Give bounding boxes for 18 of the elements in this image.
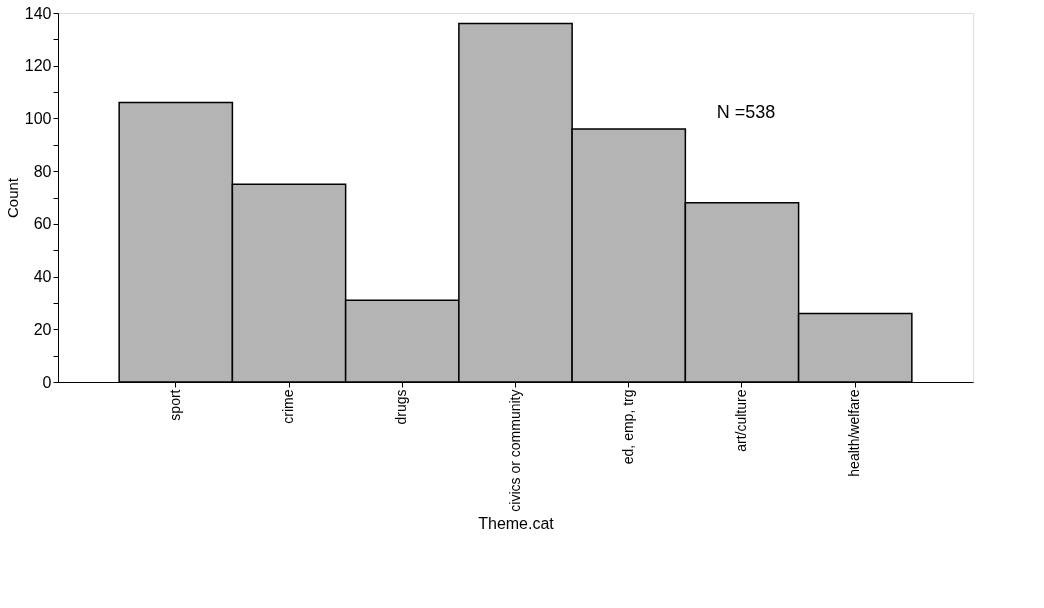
y-tick-label: 40 bbox=[33, 268, 52, 286]
x-axis-title: Theme.cat bbox=[478, 514, 555, 532]
y-tick-label: 80 bbox=[33, 162, 52, 180]
y-tick-label: 20 bbox=[33, 320, 52, 338]
annotation: N =538 bbox=[716, 101, 776, 122]
x-tick-label: sport bbox=[166, 389, 183, 421]
x-tick-label: health/welfare bbox=[846, 389, 863, 477]
x-tick-label: ed, emp, trg bbox=[619, 389, 636, 465]
y-tick-label: 100 bbox=[24, 109, 52, 127]
y-axis-title: Count bbox=[3, 177, 21, 219]
x-tick-label: civics or community bbox=[506, 389, 523, 512]
y-tick-label: 0 bbox=[42, 373, 52, 391]
y-tick-label: 140 bbox=[24, 4, 52, 22]
x-tick-label: crime bbox=[280, 389, 297, 424]
y-tick-label: 60 bbox=[33, 215, 52, 233]
x-tick-label: drugs bbox=[393, 389, 410, 425]
x-tick-label: art/culture bbox=[732, 389, 749, 452]
y-tick-label: 120 bbox=[24, 57, 52, 75]
